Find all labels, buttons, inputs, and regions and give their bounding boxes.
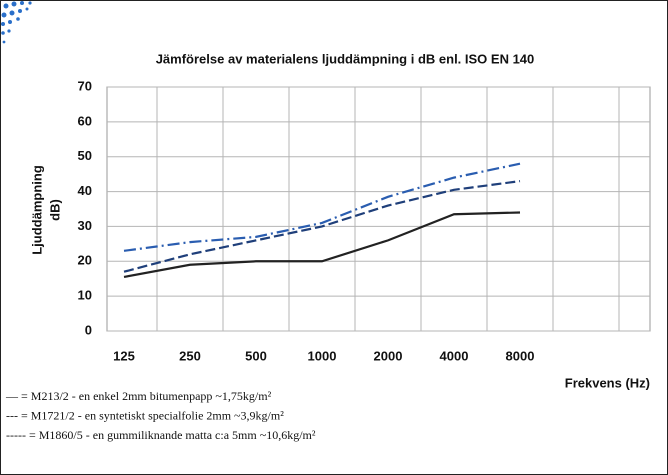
legend-entry: — = M213/2 - en enkel 2mm bitumenpapp ~1… xyxy=(5,389,272,403)
x-tick-label: 4000 xyxy=(440,348,469,363)
y-axis-label: Ljuddämpning xyxy=(29,165,44,255)
x-tick-label: 2000 xyxy=(374,348,403,363)
y-axis-label: dB) xyxy=(47,199,62,221)
x-tick-label: 250 xyxy=(179,348,201,363)
legend-entry: ----- = M1860/5 - en gummiliknande matta… xyxy=(6,428,316,442)
plot-area xyxy=(107,87,650,331)
legend-entry: --- = M1721/2 - en syntetiskt specialfol… xyxy=(6,408,284,422)
chart: Jämförelse av materialens ljuddämpning i… xyxy=(0,0,668,475)
y-tick-label: 60 xyxy=(78,113,92,128)
x-tick-label: 500 xyxy=(245,348,267,363)
y-tick-label: 0 xyxy=(85,322,92,337)
y-tick-label: 50 xyxy=(78,148,92,163)
x-tick-label: 8000 xyxy=(506,348,535,363)
y-tick-label: 40 xyxy=(78,183,92,198)
y-tick-label: 20 xyxy=(78,253,92,268)
y-tick-label: 10 xyxy=(78,288,92,303)
y-tick-label: 30 xyxy=(78,218,92,233)
y-tick-label: 70 xyxy=(78,78,92,93)
x-tick-label: 1000 xyxy=(308,348,337,363)
x-axis-label: Frekvens (Hz) xyxy=(565,375,650,390)
chart-title: Jämförelse av materialens ljuddämpning i… xyxy=(156,51,535,66)
x-tick-label: 125 xyxy=(113,348,135,363)
